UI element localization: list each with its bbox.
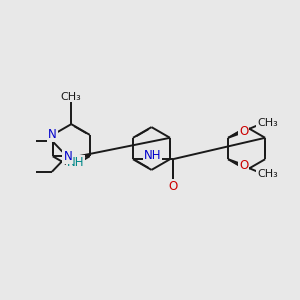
Text: O: O <box>239 125 248 138</box>
Text: N: N <box>67 160 76 173</box>
Text: N: N <box>48 128 57 141</box>
Text: NH: NH <box>67 156 84 169</box>
Text: CH₃: CH₃ <box>257 169 278 179</box>
Text: N: N <box>63 150 72 163</box>
Text: NH: NH <box>143 149 161 162</box>
Text: O: O <box>239 159 248 172</box>
Text: CH₃: CH₃ <box>61 92 82 101</box>
Text: CH₃: CH₃ <box>257 118 278 128</box>
Text: O: O <box>168 180 177 193</box>
